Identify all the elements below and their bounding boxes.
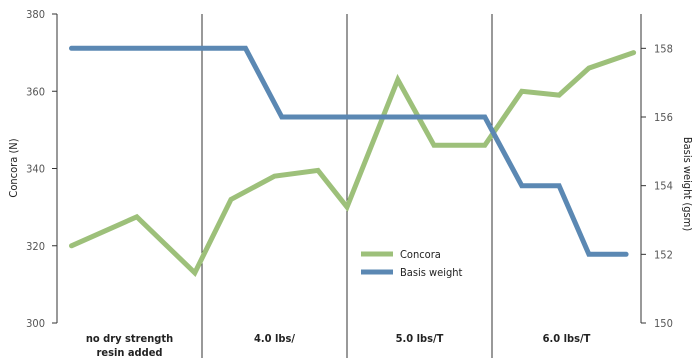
left-axis: Concora (N) 300 320 340 360 380: [7, 8, 58, 330]
series-line-concora: [69, 50, 637, 277]
left-axis-ticks: 300 320 340 360 380: [26, 8, 57, 330]
right-axis-ticks: 150 152 154 156 158: [641, 42, 673, 330]
right-tick-label: 158: [654, 42, 673, 55]
category-label: 4.0 lbs/: [254, 332, 295, 345]
category-label: 5.0 lbs/T: [396, 332, 444, 345]
legend-label-basis-weight: Basis weight: [400, 266, 463, 279]
right-tick-label: 152: [654, 248, 673, 261]
category-separators: [201, 14, 493, 358]
legend-label-concora: Concora: [400, 248, 441, 261]
series-line-basis-weight: [69, 45, 629, 257]
category-label-line2: resin added: [96, 346, 162, 359]
category-label: 6.0 lbs/T: [543, 332, 591, 345]
left-tick-label: 300: [26, 317, 45, 330]
right-tick-label: 154: [654, 180, 673, 193]
right-axis: Basis weight (gsm) 150 152 154 156 158: [640, 14, 692, 330]
right-tick-label: 156: [654, 111, 673, 124]
left-tick-label: 320: [26, 240, 45, 253]
left-tick-label: 360: [26, 85, 45, 98]
legend: Concora Basis weight: [361, 248, 463, 279]
left-axis-title: Concora (N): [7, 138, 20, 197]
category-label: no dry strength: [86, 332, 173, 345]
right-tick-label: 150: [654, 317, 673, 330]
series-group: [69, 45, 637, 277]
right-axis-title: Basis weight (gsm): [681, 137, 692, 232]
left-tick-label: 380: [26, 8, 45, 21]
left-tick-label: 340: [26, 163, 45, 176]
